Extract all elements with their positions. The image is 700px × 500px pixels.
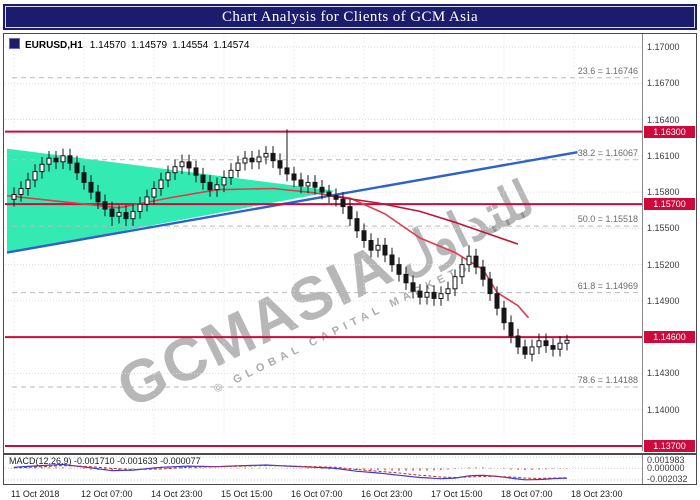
high-value: 1.14579: [130, 40, 168, 51]
time-axis-label: 16 Oct 07:00: [291, 489, 343, 499]
macd-chart[interactable]: [4, 455, 696, 484]
low-value: 1.14554: [172, 40, 209, 51]
price-chart-panel[interactable]: GCMASIAللتداول © GLOBAL CAPITAL MARKETS …: [3, 33, 697, 454]
macd-indicator-name: MACD(12,26,9): [9, 456, 72, 466]
time-axis-label: 15 Oct 15:00: [221, 489, 273, 499]
chart-info-bar: EURUSD,H1 1.14570 1.14579 1.14554 1.14574: [9, 38, 254, 51]
chart-window-icon: [9, 38, 20, 49]
macd-indicator-panel[interactable]: MACD(12,26,9) -0.001710 -0.001633 -0.000…: [3, 454, 697, 485]
ohlc-values: 1.14570 1.14579 1.14554 1.14574: [90, 40, 255, 51]
triangle-pattern: [7, 148, 336, 253]
gridlines: [5, 34, 642, 451]
macd-signal-line: [13, 465, 568, 479]
time-axis-label: 18 Oct 07:00: [501, 489, 553, 499]
time-axis: 11 Oct 2018 12 Oct 07:00 14 Oct 23:00 15 Oc…: [3, 487, 697, 500]
time-axis-label: 14 Oct 23:00: [151, 489, 203, 499]
candlestick-chart[interactable]: [4, 34, 696, 451]
macd-indicator-values: -0.001710 -0.001633 -0.000077: [74, 456, 201, 466]
ascending-trendline[interactable]: [6, 151, 578, 254]
candles: [11, 129, 570, 362]
ma-slow-line: [328, 194, 519, 245]
time-axis-label: 11 Oct 2018: [11, 489, 60, 499]
time-axis-label: 12 Oct 07:00: [81, 489, 133, 499]
time-axis-label: 17 Oct 15:00: [431, 489, 483, 499]
report-title: Chart Analysis for Clients of GCM Asia: [221, 8, 479, 25]
open-value: 1.14570: [89, 40, 126, 51]
time-axis-label: 18 Oct 23:00: [571, 489, 623, 499]
macd-label: MACD(12,26,9) -0.001710 -0.001633 -0.000…: [9, 456, 201, 466]
macd-line: [13, 463, 568, 481]
time-axis-label: 16 Oct 23:00: [361, 489, 413, 499]
symbol-timeframe-label: EURUSD,H1: [25, 40, 83, 51]
report-header: Chart Analysis for Clients of GCM Asia: [3, 4, 697, 30]
close-value: 1.14574: [213, 40, 250, 51]
